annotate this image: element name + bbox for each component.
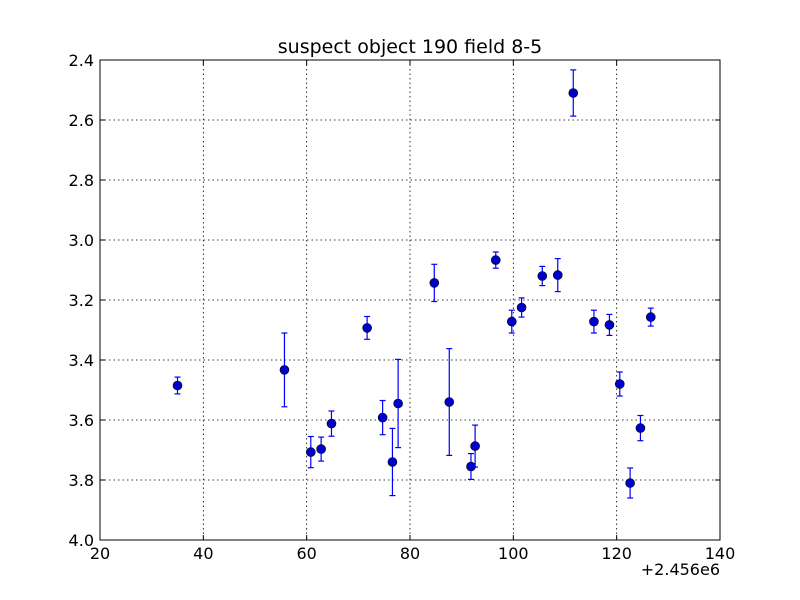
y-tick-label: 3.0 <box>69 231 94 250</box>
y-tick-label: 3.4 <box>69 351 94 370</box>
data-point <box>614 379 625 389</box>
data-point <box>589 316 599 327</box>
x-tick-label: 80 <box>400 544 420 563</box>
data-point <box>552 270 563 280</box>
data-point <box>537 271 548 281</box>
x-tick-label: 40 <box>193 544 213 563</box>
data-point <box>305 447 316 457</box>
y-tick-label: 3.8 <box>69 471 94 490</box>
data-point <box>316 444 326 454</box>
data-point <box>635 423 646 433</box>
data-point <box>362 323 372 333</box>
data-point <box>279 365 290 375</box>
data-point <box>506 316 517 327</box>
y-tick-label: 2.4 <box>69 51 94 70</box>
data-points <box>172 69 656 499</box>
data-point <box>429 278 440 288</box>
y-tick-label: 2.6 <box>69 111 94 130</box>
x-tick-labels: 20 40 60 80 100 120 140 <box>90 544 735 563</box>
x-tick-label: 140 <box>705 544 736 563</box>
y-tick-label: 3.2 <box>69 291 94 310</box>
grid-lines <box>100 60 720 540</box>
data-point <box>490 255 501 265</box>
axes-frame <box>99 59 721 541</box>
data-point <box>516 302 527 313</box>
y-tick-label: 2.8 <box>69 171 94 190</box>
x-tick-label: 120 <box>601 544 632 563</box>
data-point <box>387 457 398 467</box>
data-point <box>172 380 183 391</box>
data-point <box>604 320 615 330</box>
data-point <box>377 412 388 423</box>
x-axis-offset-label: +2.456e6 <box>641 560 720 579</box>
data-point <box>393 398 403 409</box>
y-tick-label: 4.0 <box>69 531 94 550</box>
x-tick-label: 100 <box>498 544 529 563</box>
data-point <box>444 397 455 407</box>
data-point <box>326 418 337 429</box>
x-tick-label: 60 <box>296 544 316 563</box>
data-point <box>470 441 480 451</box>
y-tick-label: 3.6 <box>69 411 94 430</box>
data-point <box>645 312 656 322</box>
y-tick-labels: 2.4 2.6 2.8 3.0 3.2 3.4 3.6 3.8 4.0 <box>69 51 94 550</box>
data-point <box>625 478 635 488</box>
x-tick-label: 20 <box>90 544 110 563</box>
data-point <box>568 88 579 98</box>
chart-title: suspect object 190 field 8-5 <box>278 36 543 58</box>
